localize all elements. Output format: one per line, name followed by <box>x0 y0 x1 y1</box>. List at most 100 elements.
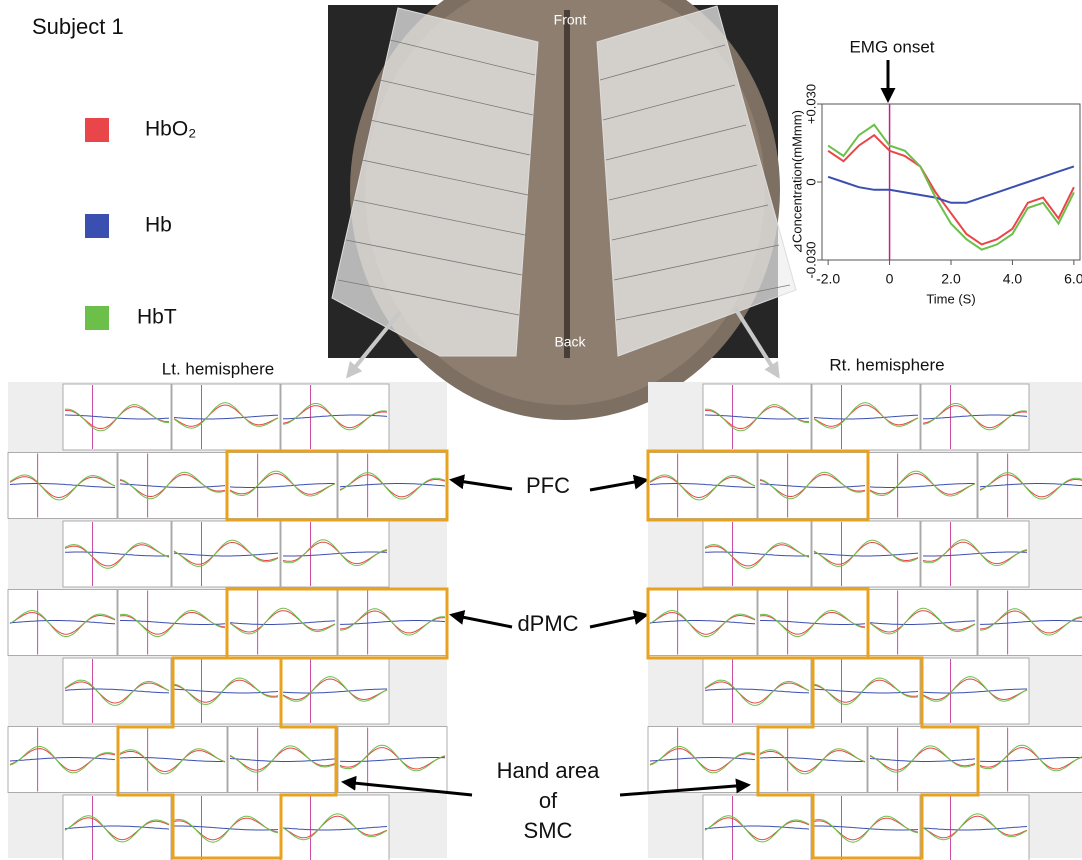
brain-image: Front Back <box>328 0 797 420</box>
channel-trace <box>869 745 976 773</box>
channel-trace <box>64 815 170 843</box>
channel-trace <box>119 748 226 775</box>
channel-trace <box>704 825 810 830</box>
channel-trace <box>9 474 116 501</box>
channel-trace <box>64 688 170 694</box>
channel-box <box>7 452 118 519</box>
channel-trace <box>759 471 866 500</box>
channel-trace <box>173 677 279 705</box>
channel-box <box>227 589 338 656</box>
channel-trace <box>922 414 1028 420</box>
channel-trace <box>173 552 279 557</box>
legend-label: HbT <box>137 306 177 329</box>
legend-swatch <box>85 214 109 238</box>
channel-trace <box>813 815 919 843</box>
x-axis-label: Time (S) <box>926 291 975 306</box>
channel-trace <box>922 541 1028 565</box>
channel-trace <box>282 678 388 701</box>
channel-trace <box>649 620 756 625</box>
channel-trace <box>64 551 169 557</box>
series-line <box>827 123 1075 251</box>
channel-trace <box>173 539 279 567</box>
channel-box <box>647 452 758 519</box>
channel-grids <box>7 383 1082 860</box>
pointer-arrow <box>733 306 780 379</box>
channel-trace <box>229 620 335 625</box>
channel-trace <box>229 472 336 495</box>
region-label: dPMC <box>517 611 578 636</box>
legend-swatch <box>85 306 109 330</box>
channel-trace <box>9 612 116 635</box>
channel-trace <box>759 609 866 637</box>
channel-box <box>227 452 338 519</box>
channel-trace <box>9 476 116 499</box>
channel-trace <box>869 747 976 771</box>
channel-trace <box>704 815 810 843</box>
channel-trace <box>339 744 446 772</box>
channel-trace <box>704 544 810 567</box>
channel-trace <box>339 747 446 770</box>
channel-trace <box>229 470 336 497</box>
channel-trace <box>649 476 756 499</box>
channel-trace <box>173 542 279 565</box>
front-label: Front <box>554 12 587 28</box>
channel-box <box>811 383 921 451</box>
channel-trace <box>282 551 387 557</box>
channel-trace <box>704 817 810 841</box>
channel-trace <box>282 826 388 831</box>
channel-trace <box>173 402 279 429</box>
region-label: Hand area <box>497 758 601 783</box>
channel-trace <box>119 750 226 773</box>
channel-trace <box>979 472 1082 500</box>
channel-trace <box>922 676 1028 702</box>
channel-trace <box>980 608 1082 636</box>
channel-box <box>171 794 281 860</box>
channel-trace <box>813 404 919 427</box>
channel-trace <box>979 757 1082 762</box>
channel-trace <box>174 825 279 831</box>
channel-trace <box>979 483 1082 488</box>
channel-trace <box>922 826 1028 831</box>
channel-box <box>867 589 978 656</box>
channel-trace <box>922 402 1028 431</box>
channel-trace <box>340 620 446 625</box>
channel-trace <box>704 679 810 706</box>
plot-frame <box>821 103 1081 261</box>
channel-trace <box>282 539 388 567</box>
channel-trace <box>119 609 226 637</box>
channel-box <box>920 383 1030 451</box>
channel-trace <box>9 483 116 488</box>
channel-trace <box>173 815 279 843</box>
channel-trace <box>282 541 388 565</box>
y-axis-label: ⊿Concentration(mMmm) <box>789 110 804 254</box>
hemisphere-label: Lt. hemisphere <box>162 359 274 378</box>
channel-trace <box>759 757 865 762</box>
channel-trace <box>282 688 387 694</box>
y-tick-label: +0.030 <box>803 84 818 124</box>
channel-trace <box>979 747 1082 770</box>
channel-box <box>757 589 868 656</box>
channel-trace <box>64 542 170 569</box>
legend-label: HbO₂ <box>145 118 196 141</box>
channel-trace <box>922 813 1028 841</box>
channel-trace <box>64 679 170 706</box>
channel-trace <box>869 470 976 497</box>
channel-trace <box>979 474 1082 498</box>
channel-trace <box>649 474 756 501</box>
channel-trace <box>339 483 446 488</box>
x-tick-label: 4.0 <box>1003 271 1023 287</box>
channel-box <box>811 657 921 725</box>
legend-swatch <box>85 118 109 142</box>
channel-box <box>867 452 978 519</box>
back-label: Back <box>554 334 586 350</box>
channel-trace <box>869 620 975 625</box>
region-highlights <box>116 449 980 860</box>
channel-trace <box>229 607 336 635</box>
x-tick-label: -2.0 <box>816 271 840 287</box>
channel-trace <box>64 404 170 432</box>
channel-trace <box>922 539 1028 567</box>
channel-trace <box>869 757 976 762</box>
channel-trace <box>759 750 866 773</box>
channel-trace <box>813 402 919 429</box>
